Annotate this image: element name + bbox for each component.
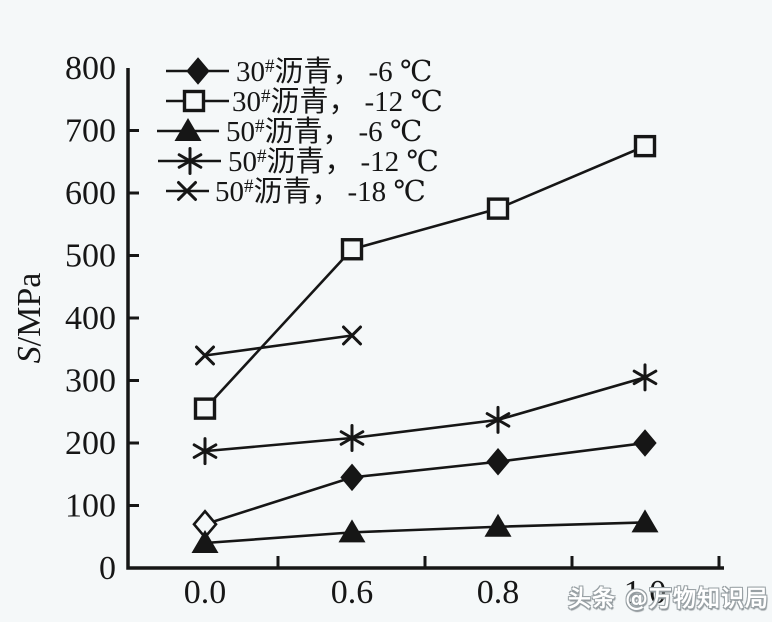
legend-label: 50#沥青， -12 ℃ <box>228 145 439 178</box>
y-tick-label: 300 <box>65 363 116 400</box>
legend: 30#沥青， -6 ℃30#沥青， -12 ℃50#沥青， -6 ℃50#沥青， -12… <box>157 55 443 208</box>
marker-square-open <box>486 197 510 220</box>
x-axis: 0.0 0.6 0.8 1.0 <box>184 556 721 611</box>
y-axis-title: S/MPa <box>11 273 48 364</box>
marker-asterisk <box>485 405 511 434</box>
legend-item-2: 50#沥青， -6 ℃ <box>157 115 422 148</box>
marker-diamond <box>633 429 657 457</box>
x-tick-label: 1.0 <box>624 574 667 611</box>
marker-square-open <box>633 134 657 158</box>
marker-triangle <box>174 118 202 141</box>
marker-diamond <box>486 447 510 476</box>
legend-item-4: 50#沥青， -18 ℃ <box>166 175 426 208</box>
marker-x <box>195 345 215 366</box>
marker-diamond <box>186 57 210 85</box>
legend-label: 50#沥青， -18 ℃ <box>215 175 426 208</box>
y-tick-label: 0 <box>99 550 116 587</box>
series-markers-3 <box>192 363 658 466</box>
legend-item-1: 30#沥青， -12 ℃ <box>166 85 443 118</box>
series-markers-4 <box>195 325 362 366</box>
axes <box>126 68 724 570</box>
y-tick-label: 700 <box>65 113 116 150</box>
legend-label: 30#沥青， -12 ℃ <box>232 85 443 118</box>
series-markers-0 <box>192 429 657 540</box>
x-tick-label: 0.8 <box>477 574 520 611</box>
marker-triangle <box>338 519 366 543</box>
marker-triangle <box>484 513 512 537</box>
series-markers-1 <box>193 134 657 420</box>
series-line-4 <box>204 334 353 357</box>
marker-triangle <box>631 509 659 533</box>
marker-asterisk <box>192 437 218 466</box>
y-tick-label: 800 <box>65 50 116 87</box>
y-tick-label: 500 <box>65 238 116 275</box>
marker-square-open <box>182 89 206 113</box>
legend-label: 30#沥青， -6 ℃ <box>236 55 432 88</box>
marker-triangle <box>191 530 219 553</box>
y-axis: 0 100 200 300 400 500 600 700 800 <box>65 50 139 587</box>
x-tick-label: 0.0 <box>184 574 227 611</box>
y-tick-label: 400 <box>65 300 116 337</box>
legend-label: 50#沥青， -6 ℃ <box>226 115 422 148</box>
series-lines <box>204 144 646 545</box>
marker-asterisk <box>339 424 365 452</box>
series-line-2 <box>204 521 646 545</box>
legend-item-3: 50#沥青， -12 ℃ <box>158 145 439 178</box>
series-line-1 <box>204 144 646 410</box>
marker-asterisk <box>632 363 658 392</box>
y-tick-label: 600 <box>65 175 116 212</box>
x-tick-label: 0.6 <box>331 574 374 611</box>
marker-asterisk <box>177 147 203 175</box>
series-markers-2 <box>191 509 659 553</box>
marker-diamond <box>340 463 364 492</box>
y-tick-label: 100 <box>65 488 116 525</box>
series-line-3 <box>204 376 646 453</box>
marker-square-open <box>340 238 364 261</box>
series-line-0 <box>204 441 646 526</box>
marker-x <box>177 181 197 201</box>
watermark: 头条 @万物知识局 <box>567 586 769 612</box>
marker-x <box>342 325 362 346</box>
y-tick-label: 200 <box>65 425 116 462</box>
marker-square-open <box>193 397 217 420</box>
legend-item-0: 30#沥青， -6 ℃ <box>166 55 432 88</box>
